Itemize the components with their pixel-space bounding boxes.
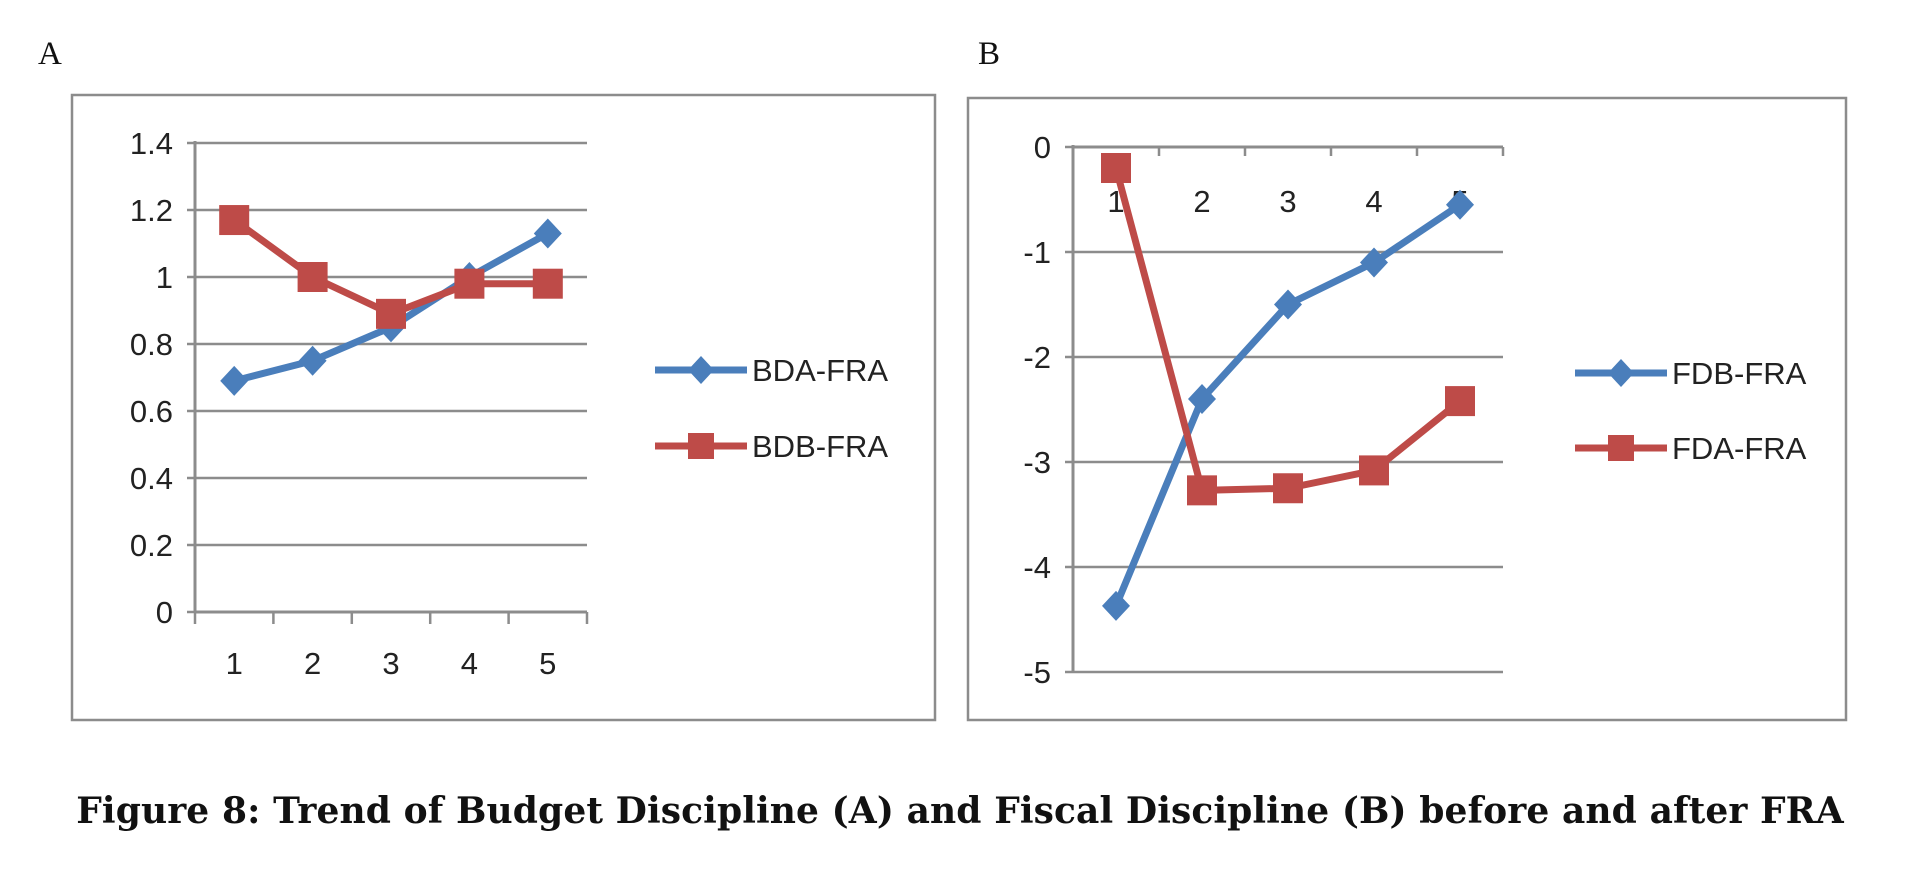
data-point-bda-fra — [220, 365, 249, 396]
x-tick-label: 4 — [1365, 184, 1382, 219]
legend-label: BDB-FRA — [752, 429, 888, 464]
legend-marker-square — [688, 433, 714, 459]
legend-label: FDB-FRA — [1672, 356, 1807, 391]
x-tick-label: 2 — [304, 646, 321, 681]
chart-a-frame — [70, 93, 937, 722]
y-tick-label: 1.2 — [130, 193, 173, 228]
data-point-fda-fra — [1445, 386, 1475, 417]
data-point-bdb-fra — [532, 268, 563, 299]
data-point-fdb-fra — [1188, 384, 1216, 414]
chart-a: 0 0.2 0.4 0.6 0.8 1 1.2 1.4 1 2 3 4 5 BDA-FRA BDB-FRA — [130, 126, 888, 681]
data-point-fda-fra — [1187, 475, 1217, 506]
charts-canvas: 00.20.40.60.811.21.41 2 3 4 5BDA-FRABDB-FRA … — [70, 93, 1848, 722]
data-point-bdb-fra — [454, 268, 485, 299]
y-tick-label: 0.4 — [130, 461, 173, 496]
y-tick-label: -4 — [1023, 550, 1051, 585]
legend-marker-diamond — [1608, 359, 1634, 387]
data-point-bda-fra — [298, 345, 327, 376]
panel-b-label: B — [978, 36, 1001, 72]
y-tick-label: -2 — [1023, 340, 1051, 375]
x-tick-label: 3 — [382, 646, 399, 681]
x-tick-label: 1 — [226, 646, 243, 681]
data-point-fda-fra — [1359, 455, 1389, 486]
data-point-fdb-fra — [1274, 289, 1302, 320]
chart-b-frame — [966, 96, 1848, 722]
data-point-fda-fra — [1101, 153, 1131, 183]
y-tick-label: 1.4 — [130, 126, 173, 161]
figure-caption: Figure 8: Trend of Budget Discipline (A)… — [76, 790, 1844, 832]
y-tick-label: 0.6 — [130, 394, 173, 429]
x-tick-label: 4 — [461, 646, 478, 681]
y-tick-label: 0 — [156, 595, 173, 630]
x-tick-label: 2 — [1193, 184, 1210, 219]
data-point-fda-fra — [1273, 473, 1303, 504]
legend-label: FDA-FRA — [1672, 431, 1807, 466]
y-tick-label: 0.2 — [130, 528, 173, 563]
data-point-bdb-fra — [297, 262, 328, 292]
y-tick-label: 0.8 — [130, 327, 173, 362]
y-tick-label: 0 — [1034, 130, 1051, 165]
x-tick-label: 5 — [539, 646, 556, 681]
data-point-fdb-fra — [1446, 189, 1474, 220]
data-point-bdb-fra — [376, 298, 406, 329]
data-point-fdb-fra — [1102, 590, 1130, 621]
legend-marker-square — [1608, 435, 1634, 461]
legend-marker-diamond — [688, 356, 714, 384]
y-tick-label: -5 — [1023, 655, 1051, 690]
data-point-fdb-fra — [1360, 247, 1388, 278]
y-tick-label: 1 — [156, 260, 173, 295]
data-point-bdb-fra — [219, 205, 250, 236]
x-tick-label: 3 — [1279, 184, 1296, 219]
y-tick-label: -3 — [1023, 445, 1051, 480]
y-tick-label: -1 — [1023, 235, 1051, 270]
data-point-bda-fra — [533, 218, 562, 249]
legend-label: BDA-FRA — [752, 353, 888, 388]
panel-a-label: A — [38, 36, 62, 72]
